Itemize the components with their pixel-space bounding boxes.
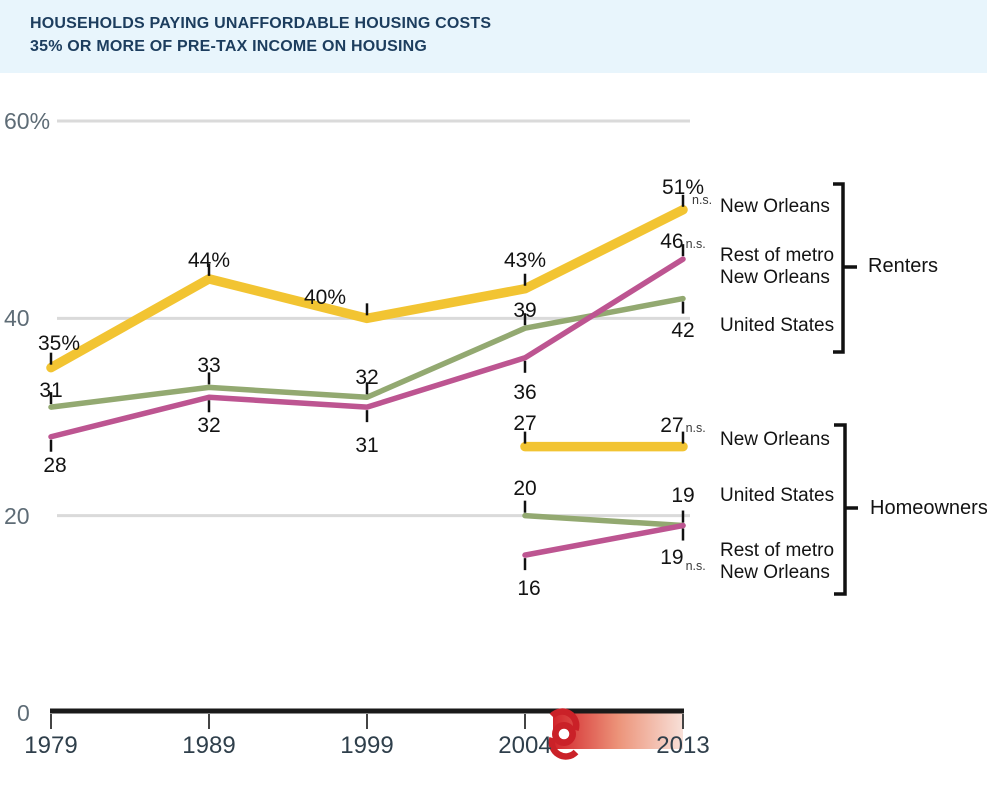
data-label-ticks: [49, 194, 685, 571]
series-lines: [46, 205, 688, 558]
x-axis-ticks: [50, 714, 684, 729]
legend-renters-united-states: United States: [720, 315, 835, 336]
legend-homeowners-new-orleans: New Orleans: [720, 429, 830, 450]
homeowners-bracket: [834, 423, 858, 596]
series-line-homeowners-united-states: [522, 512, 686, 529]
series-line-renters-rest-of-metro-new-orleans: [48, 256, 686, 440]
chart-title-line2: 35% OR MORE OF PRE-TAX INCOME ON HOUSING: [30, 38, 428, 55]
legend-group-homeowners: Homeowners: [870, 497, 987, 519]
chart-title: HOUSEHOLDS PAYING UNAFFORDABLE HOUSING C…: [30, 12, 491, 58]
header-band: HOUSEHOLDS PAYING UNAFFORDABLE HOUSING C…: [0, 0, 987, 73]
renters-bracket: [833, 182, 857, 354]
series-line-renters-new-orleans: [46, 205, 688, 373]
series-line-homeowners-rest-of-metro-new-orleans: [522, 522, 686, 558]
chart-title-line1: HOUSEHOLDS PAYING UNAFFORDABLE HOUSING C…: [30, 15, 492, 32]
legend-renters-rest-of-metro: Rest of metro New Orleans: [720, 245, 835, 288]
series-line-renters-united-states: [48, 295, 686, 410]
hurricane-icon: [548, 708, 580, 760]
legend-group-renters: Renters: [868, 255, 939, 277]
legend-homeowners-united-states: United States: [720, 485, 835, 506]
legend-renters-new-orleans: New Orleans: [720, 196, 830, 217]
legend-homeowners-rest-of-metro: Rest of metro New Orleans: [720, 540, 835, 583]
